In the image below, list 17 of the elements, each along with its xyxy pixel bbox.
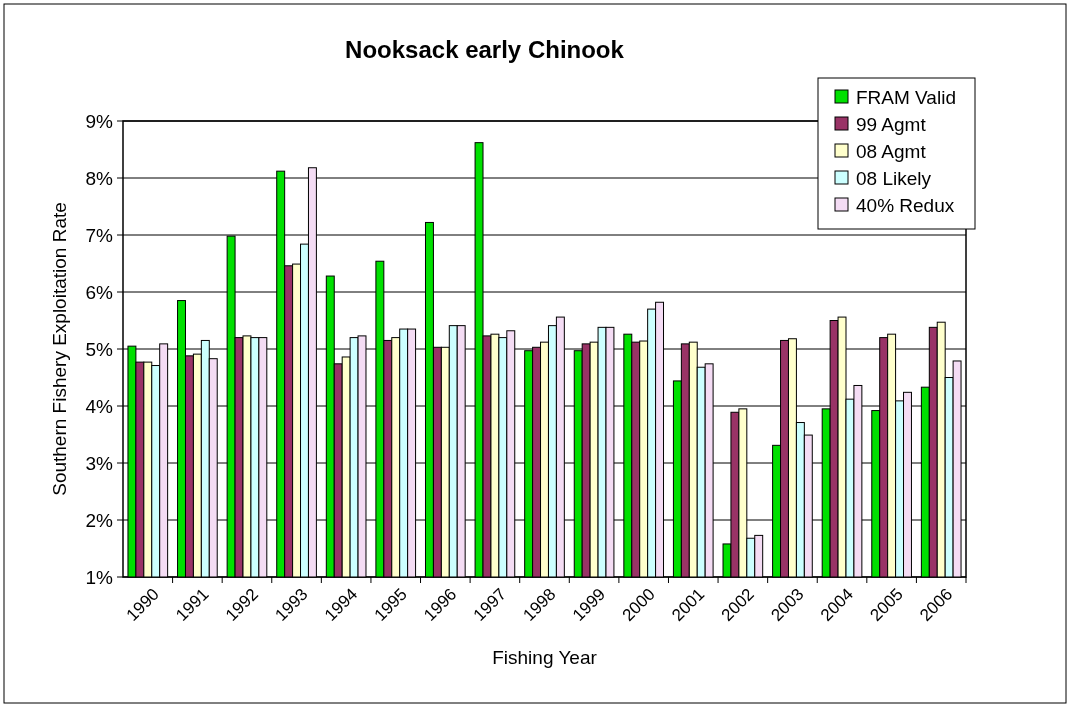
legend-label: FRAM Valid: [856, 86, 956, 108]
y-tick-label: 1%: [85, 566, 114, 588]
legend-label: 08 Likely: [856, 167, 932, 189]
y-tick-label: 3%: [85, 452, 114, 474]
y-tick-label: 2%: [85, 509, 114, 531]
y-tick-label: 4%: [85, 395, 114, 417]
y-tick-label: 7%: [85, 224, 114, 246]
legend-label: 40% Redux: [856, 194, 955, 216]
y-tick-label: 5%: [85, 338, 114, 360]
y-tick-label: 8%: [85, 167, 114, 189]
y-tick-label: 9%: [85, 110, 114, 132]
legend-label: 08 Agmt: [856, 140, 927, 162]
y-axis-title: Southern Fishery Exploitation Rate: [49, 202, 70, 496]
chart-title: Nooksack early Chinook: [345, 36, 625, 63]
y-tick-label: 6%: [85, 281, 114, 303]
legend-label: 99 Agmt: [856, 113, 927, 135]
x-axis-title: Fishing Year: [492, 647, 598, 668]
